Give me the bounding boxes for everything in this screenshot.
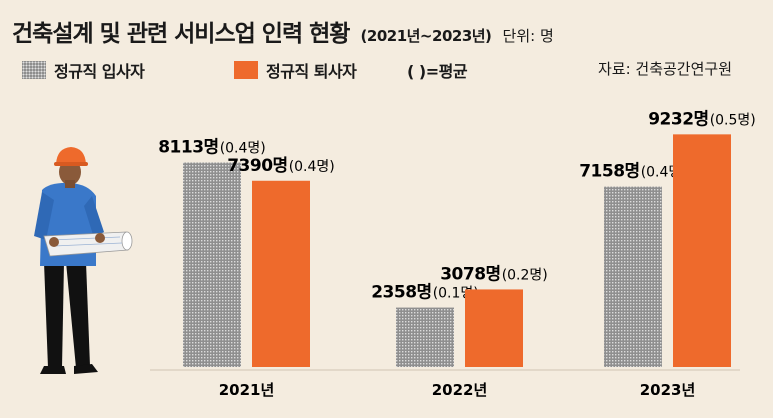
chart-unit: 단위: 명	[502, 27, 554, 45]
bar-hire-2022년	[396, 307, 454, 367]
source-note: 자료: 건축공간연구원	[597, 60, 732, 78]
data-label-leave-2023년: 9232명(0.5명)	[648, 109, 756, 129]
x-tick-2023년: 2023년	[640, 381, 696, 399]
legend: 정규직 입사자 정규직 퇴사자 ( )=평균 자료: 건축공간연구원	[12, 58, 762, 82]
value-leave-2023년: 9232명	[648, 109, 708, 129]
legend-swatch-leave	[234, 61, 258, 79]
value-leave-2022년: 3078명	[440, 264, 500, 284]
value-hire-2023년: 7158명	[579, 162, 639, 182]
chart-period: (2021년~2023년)	[360, 27, 492, 45]
bar-hire-2023년	[604, 186, 662, 367]
value-leave-2021년: 7390명	[227, 156, 287, 176]
worker-illustration	[34, 147, 133, 374]
chart-header: 건축설계 및 관련 서비스업 인력 현황 (2021년~2023년) 단위: 명	[12, 14, 554, 48]
value-hire-2022년: 2358명	[371, 283, 431, 303]
legend-label-hire: 정규직 입사자	[54, 62, 145, 81]
data-label-hire-2022년: 2358명(0.1명)	[371, 283, 479, 303]
average-leave-2023년: (0.5명)	[710, 112, 756, 128]
bar-leave-2022년	[465, 289, 523, 367]
legend-item-leave: 정규직 퇴사자	[234, 58, 357, 82]
data-label-hire-2021년: 8113명(0.4명)	[158, 138, 266, 158]
bar-leave-2023년	[673, 134, 731, 367]
data-label-hire-2023년: 7158명(0.4명)	[579, 162, 687, 182]
legend-item-average: ( )=평균	[407, 58, 468, 82]
x-tick-2022년: 2022년	[432, 381, 488, 399]
average-leave-2021년: (0.4명)	[289, 159, 335, 175]
data-label-leave-2022년: 3078명(0.2명)	[440, 264, 548, 284]
legend-label-leave: 정규직 퇴사자	[266, 62, 357, 81]
legend-item-hire: 정규직 입사자	[22, 58, 145, 82]
chart-title: 건축설계 및 관련 서비스업 인력 현황	[12, 21, 350, 47]
value-hire-2021년: 8113명	[158, 138, 218, 158]
bar-leave-2021년	[252, 180, 310, 367]
legend-label-average: ( )=평균	[407, 62, 468, 81]
average-hire-2021년: (0.4명)	[220, 141, 266, 157]
bar-hire-2021년	[183, 162, 241, 367]
legend-swatch-hire	[22, 61, 46, 79]
x-tick-2021년: 2021년	[219, 381, 275, 399]
bars-layer: 8113명(0.4명)7390명(0.4명)2021년2358명(0.1명)30…	[158, 109, 756, 399]
average-leave-2022년: (0.2명)	[502, 267, 548, 283]
data-label-leave-2021년: 7390명(0.4명)	[227, 156, 335, 176]
